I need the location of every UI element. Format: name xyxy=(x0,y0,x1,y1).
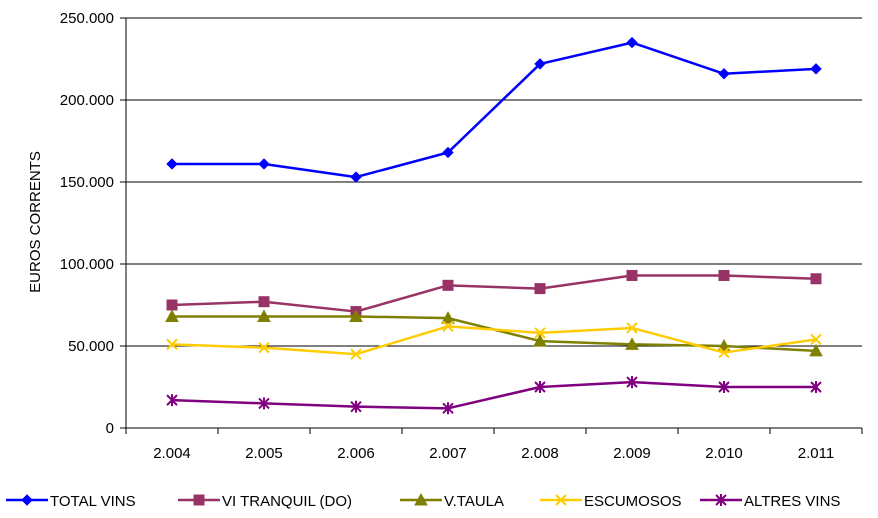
series-line xyxy=(171,274,817,313)
data-point xyxy=(718,381,730,393)
legend-item: VI TRANQUIL (DO) xyxy=(178,493,352,510)
data-point xyxy=(625,337,639,350)
legend-item: ESCUMOSOS xyxy=(540,493,682,510)
series-vi-tranquil-do xyxy=(166,269,822,318)
x-tick-label: 2.008 xyxy=(521,445,559,462)
series-line xyxy=(171,325,817,356)
data-point xyxy=(166,299,178,311)
data-point xyxy=(166,338,178,351)
data-point xyxy=(442,279,454,291)
data-point xyxy=(166,394,178,407)
data-point xyxy=(534,327,546,339)
legend-marker xyxy=(715,494,727,506)
data-point xyxy=(350,400,362,413)
data-point xyxy=(350,348,362,360)
legend-item: ALTRES VINS xyxy=(700,493,840,510)
y-tick-label: 100.000 xyxy=(60,256,114,273)
series-total-vins xyxy=(166,36,822,183)
legend-label: TOTAL VINS xyxy=(50,493,136,510)
legend-marker xyxy=(555,494,567,506)
legend-label: ALTRES VINS xyxy=(744,493,840,510)
legend-label: VI TRANQUIL (DO) xyxy=(222,493,352,510)
data-point xyxy=(718,346,730,359)
legend-item: TOTAL VINS xyxy=(6,493,136,510)
y-tick-label: 150.000 xyxy=(60,174,114,191)
data-point xyxy=(441,311,455,324)
y-tick-label: 50.000 xyxy=(68,338,114,355)
data-point xyxy=(258,158,270,170)
data-point xyxy=(350,171,362,183)
data-point xyxy=(258,296,270,308)
x-tick-label: 2.004 xyxy=(153,445,191,462)
legend-label: V.TAULA xyxy=(444,493,504,510)
data-point xyxy=(534,283,546,295)
y-tick-label: 250.000 xyxy=(60,10,114,27)
data-point xyxy=(809,343,823,357)
legend-item: V.TAULA xyxy=(400,492,504,510)
axes: 0 50.000 100.000 150.000 200.000 250.000 2.004… xyxy=(60,10,863,462)
data-point xyxy=(626,269,638,281)
data-point xyxy=(626,376,638,389)
data-point xyxy=(810,63,822,75)
series-line xyxy=(171,380,816,410)
data-point xyxy=(626,36,638,49)
x-tick-label: 2.007 xyxy=(429,445,467,462)
legend-label: ESCUMOSOS xyxy=(584,493,682,510)
y-tick-label: 0 xyxy=(106,420,114,437)
x-tick-label: 2.006 xyxy=(337,445,375,462)
y-axis-label: EUROS CORRENTS xyxy=(27,151,44,293)
data-point xyxy=(442,146,454,159)
series-lines xyxy=(165,36,823,415)
data-point xyxy=(166,158,178,170)
legend-marker xyxy=(193,494,205,506)
x-tick-label: 2.005 xyxy=(245,445,283,462)
series-line xyxy=(172,41,817,179)
data-point xyxy=(534,381,546,393)
data-point xyxy=(718,269,730,281)
data-point xyxy=(534,58,546,70)
x-tick-label: 2.010 xyxy=(705,445,743,462)
data-point xyxy=(349,309,363,322)
data-point xyxy=(810,273,822,285)
legend: TOTAL VINS VI TRANQUIL (DO) V.TAULA ESCUMOS… xyxy=(6,492,840,510)
y-tick-label: 200.000 xyxy=(60,92,114,109)
data-point xyxy=(626,322,638,334)
data-point xyxy=(810,381,822,393)
legend-marker xyxy=(21,494,33,506)
gridlines xyxy=(126,17,862,347)
series-escumosos xyxy=(166,320,822,360)
data-point xyxy=(258,397,270,410)
data-point xyxy=(442,320,454,333)
legend-marker xyxy=(414,492,428,506)
data-point xyxy=(810,333,822,346)
x-tick-label: 2.009 xyxy=(613,445,651,462)
data-point xyxy=(258,341,270,354)
data-point xyxy=(165,309,179,322)
data-point xyxy=(257,309,271,322)
series-altres-vins xyxy=(166,376,822,415)
data-point xyxy=(718,68,730,80)
x-tick-label: 2.011 xyxy=(798,445,834,462)
data-point xyxy=(533,334,547,347)
data-point xyxy=(442,402,454,415)
